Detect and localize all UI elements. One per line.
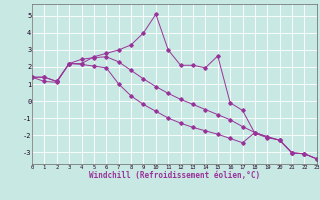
- X-axis label: Windchill (Refroidissement éolien,°C): Windchill (Refroidissement éolien,°C): [89, 171, 260, 180]
